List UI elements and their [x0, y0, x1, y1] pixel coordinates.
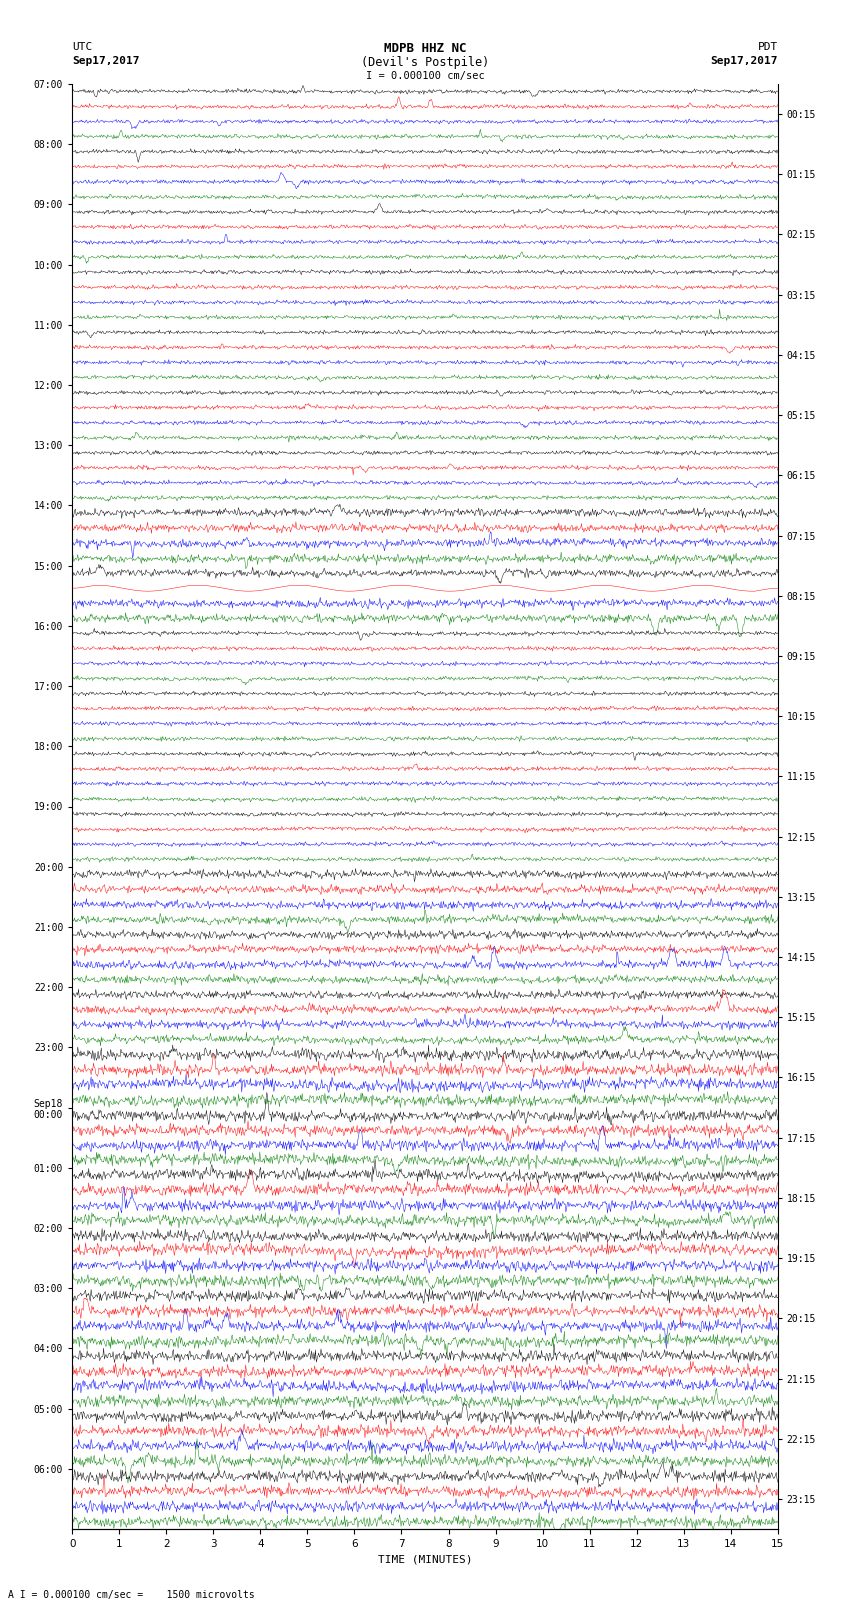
- X-axis label: TIME (MINUTES): TIME (MINUTES): [377, 1555, 473, 1565]
- Text: A I = 0.000100 cm/sec =    1500 microvolts: A I = 0.000100 cm/sec = 1500 microvolts: [8, 1590, 255, 1600]
- Text: (Devil's Postpile): (Devil's Postpile): [361, 56, 489, 69]
- Text: MDPB HHZ NC: MDPB HHZ NC: [383, 42, 467, 55]
- Text: I = 0.000100 cm/sec: I = 0.000100 cm/sec: [366, 71, 484, 81]
- Text: PDT: PDT: [757, 42, 778, 52]
- Text: Sep17,2017: Sep17,2017: [711, 56, 778, 66]
- Text: Sep17,2017: Sep17,2017: [72, 56, 139, 66]
- Text: UTC: UTC: [72, 42, 93, 52]
